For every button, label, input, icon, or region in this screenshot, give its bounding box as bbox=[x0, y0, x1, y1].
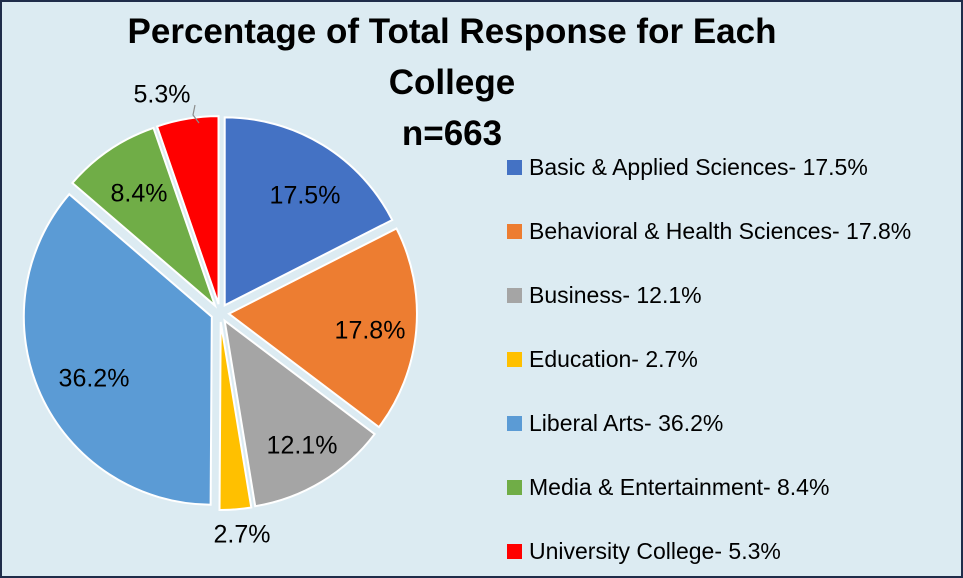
legend-item: Business- 12.1% bbox=[507, 280, 702, 310]
pie-slice bbox=[22, 192, 213, 506]
data-label: 5.3% bbox=[134, 81, 191, 109]
data-label: 36.2% bbox=[59, 365, 130, 393]
legend-swatch bbox=[507, 543, 522, 559]
legend-label: Business- 12.1% bbox=[529, 281, 702, 308]
pie-slice bbox=[227, 227, 418, 429]
chart-subtitle: n=663 bbox=[401, 114, 503, 153]
legend: Basic & Applied Sciences- 17.5% Behaviora… bbox=[507, 2, 947, 576]
data-label: 17.8% bbox=[335, 317, 406, 345]
legend-swatch bbox=[507, 479, 522, 495]
legend-swatch bbox=[507, 223, 522, 239]
legend-swatch bbox=[507, 159, 522, 175]
pie-slice bbox=[70, 126, 218, 309]
data-label: 17.5% bbox=[270, 182, 341, 210]
chart-title-line-2: College bbox=[388, 63, 516, 102]
legend-label: University College- 5.3% bbox=[529, 537, 781, 564]
pie-slice bbox=[155, 115, 220, 305]
legend-item: Education- 2.7% bbox=[507, 344, 698, 374]
legend-item: Liberal Arts- 36.2% bbox=[507, 408, 723, 438]
legend-swatch bbox=[507, 351, 522, 367]
pie-slice bbox=[223, 116, 394, 307]
legend-item: Basic & Applied Sciences- 17.5% bbox=[507, 152, 868, 182]
legend-swatch bbox=[507, 415, 522, 431]
legend-swatch bbox=[507, 287, 522, 303]
chart-title-line-1: Percentage of Total Response for Each bbox=[127, 12, 777, 51]
legend-label: Behavioral & Health Sciences- 17.8% bbox=[529, 217, 912, 244]
data-label: 2.7% bbox=[214, 521, 271, 549]
legend-item: University College- 5.3% bbox=[507, 536, 781, 566]
pie-slice bbox=[218, 321, 253, 511]
legend-item: Behavioral & Health Sciences- 17.8% bbox=[507, 216, 911, 246]
data-label: 12.1% bbox=[267, 432, 338, 460]
legend-label: Education- 2.7% bbox=[529, 345, 698, 372]
legend-item: Media & Entertainment- 8.4% bbox=[507, 472, 829, 502]
legend-label: Liberal Arts- 36.2% bbox=[529, 409, 724, 436]
leader-line bbox=[192, 104, 200, 124]
legend-label: Media & Entertainment- 8.4% bbox=[529, 473, 830, 500]
data-label: 8.4% bbox=[111, 180, 168, 208]
pie-slice bbox=[223, 318, 377, 508]
legend-label: Basic & Applied Sciences- 17.5% bbox=[529, 153, 868, 180]
